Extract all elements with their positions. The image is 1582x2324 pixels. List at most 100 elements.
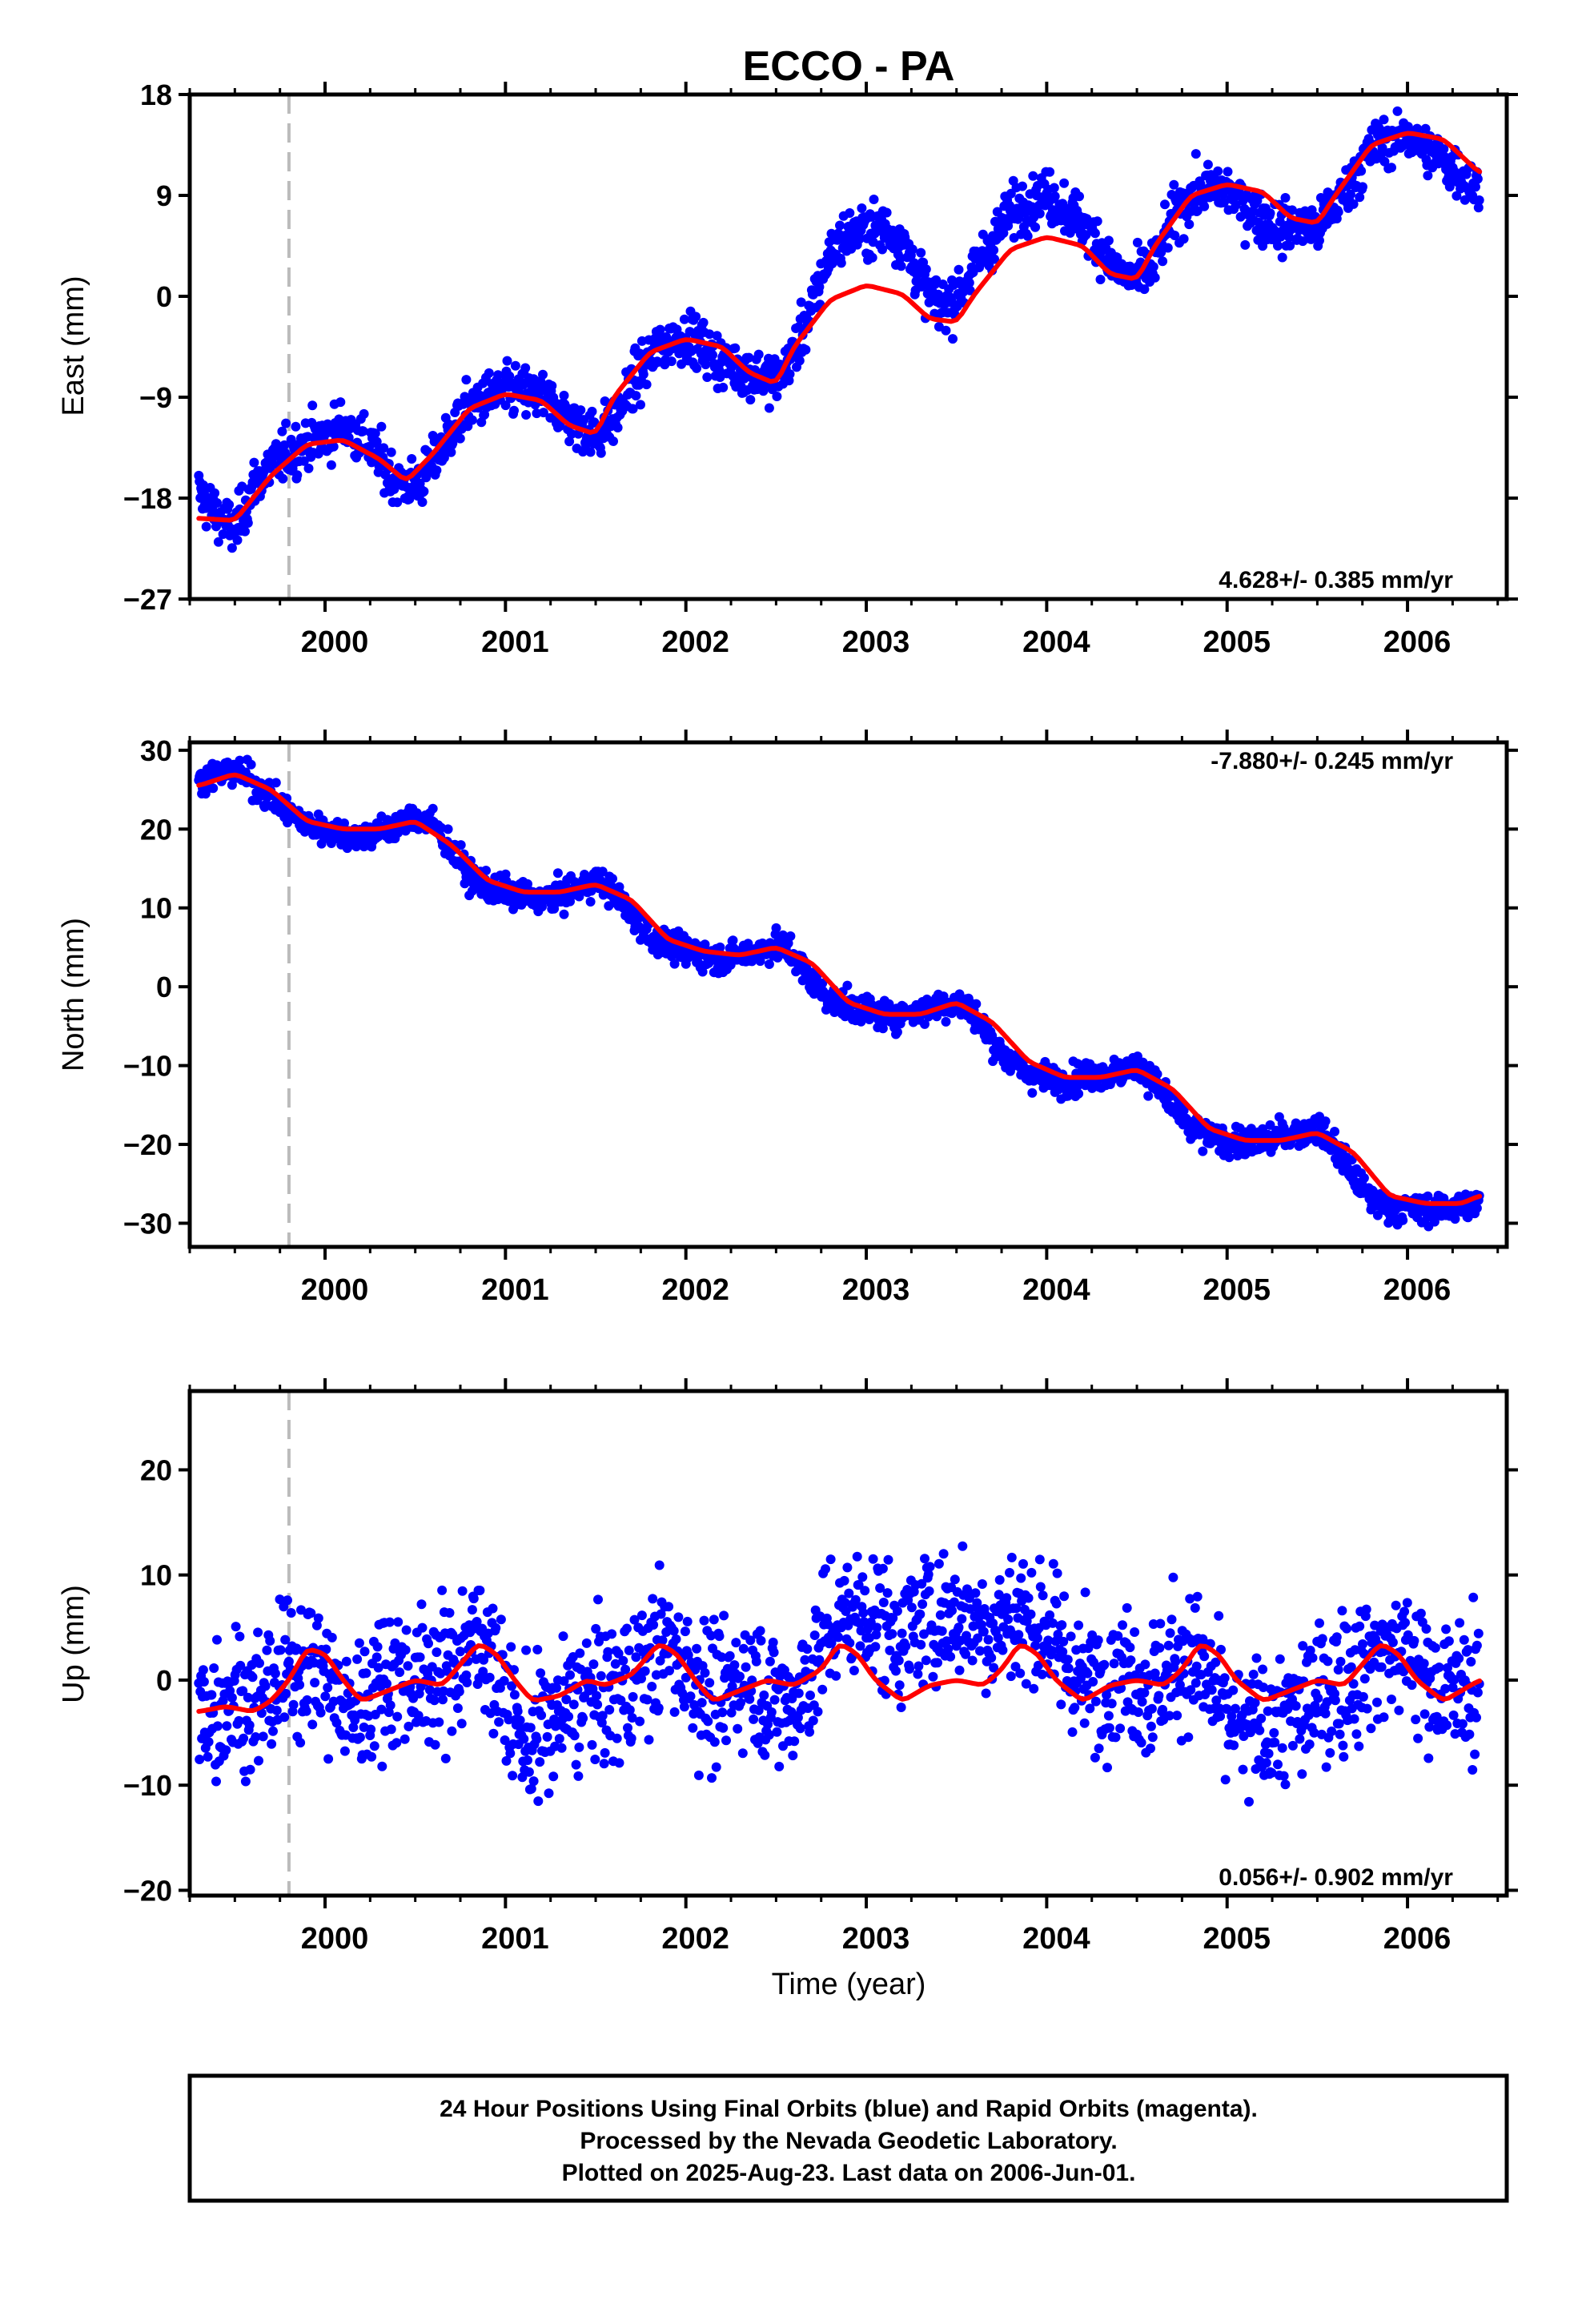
up-data-point: [447, 1726, 457, 1736]
east-data-point: [1022, 231, 1033, 241]
north-data-point: [246, 759, 256, 770]
up-data-point: [403, 1661, 413, 1671]
up-data-point: [1033, 1633, 1042, 1643]
east-data-point: [1170, 231, 1180, 240]
east-data-point: [587, 406, 597, 416]
up-data-point: [1163, 1640, 1174, 1651]
east-data-point: [1240, 239, 1251, 250]
up-data-point: [315, 1707, 326, 1718]
up-data-point: [924, 1586, 934, 1596]
up-data-point: [718, 1723, 729, 1733]
up-data-point: [207, 1690, 217, 1700]
east-model-line: [196, 131, 1483, 523]
up-data-point: [697, 1698, 707, 1708]
east-data-point: [227, 543, 237, 553]
north-data-point: [271, 778, 281, 788]
up-data-point: [203, 1751, 213, 1762]
east-data-point: [461, 375, 472, 385]
up-data-point: [1056, 1699, 1066, 1710]
east-data-point: [796, 297, 806, 308]
up-data-point: [1104, 1723, 1114, 1733]
up-data-point: [1014, 1630, 1024, 1640]
east-data-point: [666, 356, 677, 367]
up-data-point: [983, 1634, 994, 1645]
east-data-point: [484, 368, 494, 378]
up-data-point: [1172, 1711, 1182, 1721]
east-data-point: [467, 415, 477, 425]
east-data-point: [212, 498, 222, 508]
east-data-point: [1162, 243, 1173, 253]
east-data-point: [1184, 219, 1195, 230]
up-data-point: [635, 1716, 645, 1727]
east-data-point: [307, 400, 318, 411]
east-data-point: [585, 447, 596, 457]
up-data-point: [749, 1714, 759, 1724]
up-data-point: [894, 1680, 905, 1691]
up-data-point: [669, 1707, 680, 1717]
east-data-point: [1345, 189, 1355, 199]
east-data-point: [1050, 191, 1060, 202]
up-data-point: [977, 1579, 987, 1589]
east-data-point: [1315, 235, 1324, 246]
up-data-point: [1133, 1707, 1143, 1717]
north-data-point: [1359, 1173, 1369, 1183]
up-data-point: [592, 1691, 602, 1701]
up-data-point: [917, 1599, 928, 1610]
up-data-point: [998, 1645, 1008, 1655]
east-data-point: [291, 421, 301, 432]
up-data-point: [341, 1656, 351, 1667]
north-x-tick-label: 2005: [1203, 1273, 1271, 1307]
up-data-point: [235, 1631, 245, 1642]
east-data-point: [1195, 179, 1206, 189]
up-data-point: [731, 1638, 741, 1648]
up-data-point: [429, 1695, 440, 1706]
up-data-point: [307, 1719, 318, 1730]
east-x-tick-label: 2003: [842, 625, 910, 659]
east-data-point: [921, 264, 931, 275]
up-data-point: [544, 1788, 554, 1799]
up-data-point: [245, 1764, 255, 1775]
up-data-point: [808, 1715, 818, 1726]
up-data-point: [1038, 1590, 1048, 1601]
east-data-point: [210, 488, 220, 498]
east-data-point: [1471, 182, 1480, 192]
east-data-point: [1223, 167, 1233, 177]
up-data-point: [967, 1655, 978, 1666]
up-data-point: [664, 1602, 674, 1612]
up-data-point: [906, 1602, 917, 1613]
up-data-point: [532, 1644, 543, 1655]
up-data-point: [1228, 1685, 1239, 1695]
east-data-point: [1095, 275, 1106, 284]
north-data-point: [443, 824, 453, 834]
up-data-point: [395, 1667, 405, 1678]
east-data-point: [877, 244, 887, 255]
up-data-point: [512, 1706, 523, 1716]
east-data-point: [1379, 156, 1390, 167]
up-data-point: [1080, 1587, 1090, 1598]
up-data-point: [1062, 1655, 1073, 1665]
east-data-point: [249, 457, 259, 468]
east-data-point: [389, 484, 400, 494]
east-data-point: [359, 408, 369, 419]
up-data-point: [882, 1588, 893, 1598]
up-data-point: [494, 1717, 504, 1727]
up-data-point: [642, 1695, 652, 1705]
up-data-point: [913, 1661, 924, 1671]
north-y-tick-label: −10: [123, 1050, 172, 1083]
up-data-point: [802, 1644, 813, 1655]
east-data-point: [1074, 191, 1084, 202]
up-data-point: [366, 1724, 376, 1735]
up-data-point: [1126, 1655, 1136, 1666]
up-data-point: [1170, 1656, 1181, 1667]
east-data-point: [279, 440, 290, 450]
east-data-point: [1460, 195, 1470, 205]
east-x-tick-label: 2004: [1022, 625, 1090, 659]
north-data-point: [971, 999, 982, 1009]
north-data-point: [585, 897, 596, 907]
east-data-point: [679, 314, 689, 324]
up-data-point: [653, 1703, 664, 1713]
up-data-point: [515, 1715, 525, 1726]
up-data-point: [488, 1728, 499, 1739]
east-data-point: [240, 526, 250, 537]
up-data-point: [938, 1549, 949, 1559]
